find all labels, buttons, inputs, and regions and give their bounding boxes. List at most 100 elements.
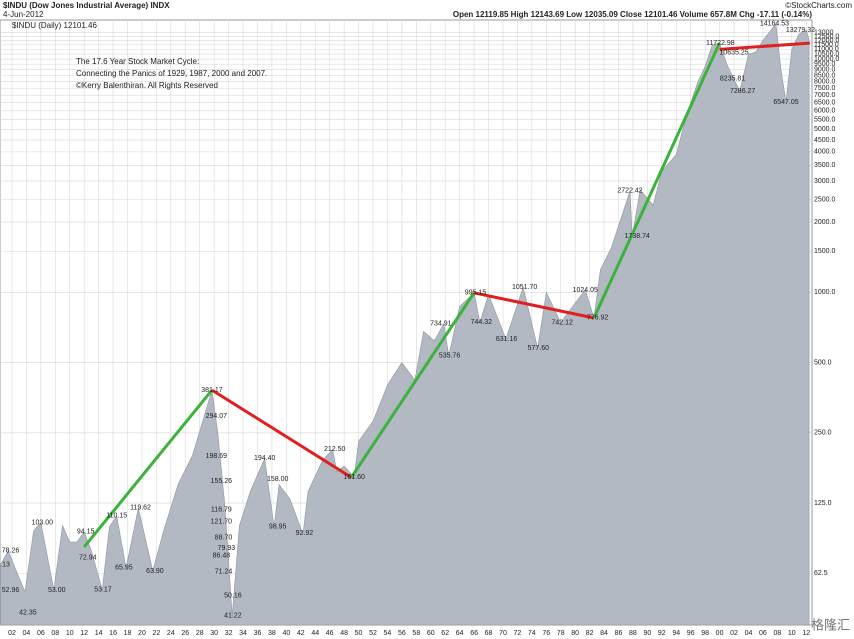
data-label: 42.35 [19,610,37,617]
y-tick-label: 4500.0 [814,137,836,144]
data-label: 161.60 [344,474,366,481]
x-tick-label: 10 [66,630,74,637]
trend-line [473,291,595,320]
data-label: 71.24 [215,568,233,575]
y-tick-label: 3500.0 [814,162,836,169]
y-tick-label: 5500.0 [814,116,836,123]
data-label: 65.95 [115,565,133,572]
watermark: 格隆汇 [811,617,850,632]
x-tick-label: 64 [456,630,464,637]
y-tick-label: 2500.0 [814,196,836,203]
x-tick-label: 08 [773,630,781,637]
x-tick-label: 90 [643,630,651,637]
data-label: 52.96 [2,587,20,594]
data-label: 294.07 [206,413,228,420]
data-label: 535.76 [439,352,461,359]
data-label: 995.15 [465,290,487,297]
x-tick-label: 32 [225,630,233,637]
trend-line [592,42,721,319]
data-label: 53.17 [94,586,112,593]
y-tick-label: 2000.0 [814,219,836,226]
y-tick-label: 4000.0 [814,149,836,156]
data-label: 6547.05 [773,99,798,106]
y-tick-label: 7500.0 [814,85,836,92]
data-label: 110.15 [106,513,127,520]
x-tick-label: 66 [470,630,478,637]
x-tick-label: 54 [384,630,392,637]
labels: 62.5 125.0 250.0 500.0 1000.0 1500.0 2000.0 250… [0,21,839,637]
data-label: 381.17 [201,387,223,394]
y-tick-label: 13000 [814,29,834,36]
x-tick-label: 82 [586,630,594,637]
x-tick-label: 16 [109,630,117,637]
data-label: 41.22 [224,612,242,619]
data-label: 2722.42 [617,188,642,195]
x-tick-label: 72 [514,630,522,637]
data-label: 155.26 [211,478,233,485]
data-label: 116.79 [211,507,232,514]
trend-line [719,41,810,51]
trend-line [211,388,353,479]
x-tick-label: 14 [95,630,103,637]
y-tick-label: 9500.0 [814,61,836,68]
y-tick-label: 3000.0 [814,178,836,185]
x-tick-label: 68 [485,630,493,637]
data-label: 72.94 [79,554,97,561]
x-tick-label: 04 [745,630,753,637]
data-label: 631.16 [496,336,518,343]
data-label: 13279.32 [786,27,815,34]
date: 4-Jun-2012 [3,10,44,19]
y-tick-label: 250.0 [814,430,832,437]
x-tick-label: 86 [615,630,623,637]
x-tick-label: 42 [297,630,305,637]
data-label: 7286.27 [730,88,755,95]
x-tick-label: 02 [730,630,738,637]
data-label: 776.92 [587,315,609,322]
trend-line [350,292,476,479]
data-label: 212.50 [324,446,346,453]
x-tick-label: 78 [557,630,565,637]
x-tick-label: 58 [412,630,420,637]
x-tick-label: 06 [759,630,767,637]
y-tick-label: 10500.0 [814,51,839,58]
y-tick-label: 125.0 [814,500,832,507]
y-tick-label: 5000.0 [814,126,836,133]
x-tick-label: 22 [152,630,160,637]
x-tick-label: 74 [528,630,536,637]
data-label: 78.26 [2,547,20,554]
y-tick-label: 11500.0 [814,42,839,49]
data-label: 198.69 [206,453,228,460]
x-tick-label: 10 [788,630,796,637]
x-tick-label: 92 [658,630,666,637]
x-tick-label: 52 [369,630,377,637]
chart-title: $INDU (Dow Jones Industrial Average) IND… [3,1,170,10]
x-tick-label: 96 [687,630,695,637]
x-tick-label: 34 [239,630,247,637]
y-tick-label: 11000.0 [814,46,839,53]
y-tick-label: 500.0 [814,359,832,366]
x-tick-label: 24 [167,630,175,637]
data-label: 53.00 [48,587,66,594]
y-tick-label: 12500.0 [814,33,839,40]
note: The 17.6 Year Stock Market Cycle: [76,57,199,66]
x-tick-label: 38 [268,630,276,637]
note: Connecting the Panics of 1929, 1987, 200… [76,69,267,78]
data-label: 92.92 [296,530,314,537]
data-label: 8235.81 [720,76,745,83]
data-label: 11722.98 [706,40,735,47]
note: ©Kerry Balenthiran. All Rights Reserved [76,81,218,90]
y-tick-label: 8000.0 [814,78,836,85]
data-label: 63.90 [146,568,164,575]
x-tick-label: 08 [51,630,59,637]
data-label: 158.00 [267,476,289,483]
x-tick-label: 40 [282,630,290,637]
x-tick-label: 46 [326,630,334,637]
trend-line [83,389,214,548]
data-label: 79.93 [218,545,236,552]
x-tick-label: 20 [138,630,146,637]
data-label: 734.91 [430,320,452,327]
y-tick-label: 10000.0 [814,56,839,63]
data-label: 194.40 [254,455,276,462]
data-label: 98.95 [269,524,287,531]
